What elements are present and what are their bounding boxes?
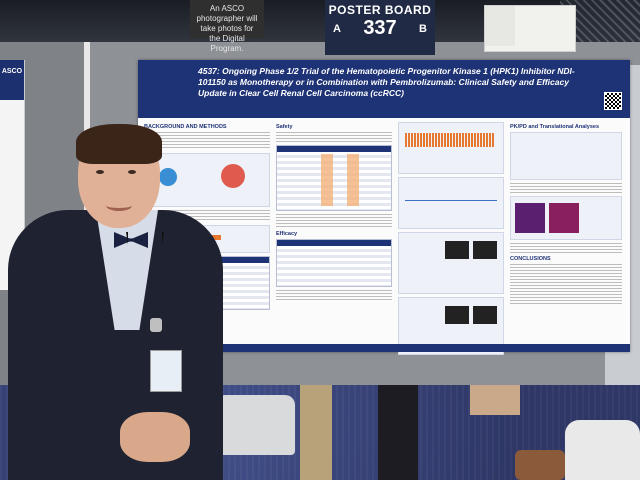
case-study-scans <box>398 232 504 294</box>
background-person-feet <box>470 385 520 415</box>
presenter-eye-right <box>128 170 136 174</box>
spider-plot <box>398 177 504 229</box>
white-chair-right <box>565 420 640 480</box>
ct-scan-3 <box>445 306 469 324</box>
qr-code-icon <box>604 92 622 110</box>
section-efficacy: Efficacy <box>276 231 298 237</box>
tumor-cell-icon <box>221 164 245 188</box>
handbag <box>515 450 565 480</box>
background-person-legs <box>300 385 332 480</box>
white-chair <box>215 395 295 455</box>
cell-icon <box>159 168 177 186</box>
ct-scan-2 <box>473 241 497 259</box>
safety-notes <box>276 214 392 228</box>
efficacy-table-body <box>277 246 391 286</box>
asco-photographer-notice: An ASCO photographer will take photos fo… <box>190 0 264 53</box>
section-safety: Safety <box>276 124 293 130</box>
board-number: 337 <box>363 17 397 39</box>
poster-column-3 <box>398 122 504 355</box>
waterfall-plot <box>398 122 504 174</box>
section-background: BACKGROUND AND METHODS <box>144 124 227 130</box>
safety-text <box>276 132 392 142</box>
efficacy-table-header <box>277 240 391 246</box>
poster-column-4: PK/PD and Translational Analyses CONCLUS… <box>510 122 622 340</box>
section-conclusions: CONCLUSIONS <box>510 256 551 262</box>
efficacy-table <box>276 239 392 287</box>
translational-text <box>510 243 622 253</box>
bow-tie-icon <box>114 232 148 248</box>
efficacy-text <box>276 290 392 302</box>
ihc-image-2 <box>549 203 579 233</box>
ihc-image-1 <box>515 203 545 233</box>
section-pkpd: PK/PD and Translational Analyses <box>510 124 600 130</box>
safety-highlight-col-2 <box>347 154 359 206</box>
top-flyer-panel <box>485 6 515 46</box>
ct-scan-4 <box>473 306 497 324</box>
poster-board-sign: POSTER BOARD A 337 B <box>325 0 435 55</box>
spider-line <box>405 200 497 201</box>
presenter-eye-left <box>96 170 104 174</box>
presenter-hair <box>76 124 162 164</box>
waterfall-bars <box>405 133 495 147</box>
pkpd-text <box>510 183 622 193</box>
translational-images <box>510 196 622 240</box>
conclusions-text <box>510 264 622 304</box>
board-side-a: A <box>333 22 341 35</box>
poster-board-title: POSTER BOARD <box>328 3 432 17</box>
poster-title: 4537: Ongoing Phase 1/2 Trial of the Hem… <box>198 66 575 98</box>
background-text <box>144 132 270 150</box>
safety-highlight-col-1 <box>321 154 333 206</box>
safety-table-header <box>277 146 391 152</box>
presenter-smile <box>106 200 132 211</box>
poster-header: 4537: Ongoing Phase 1/2 Trial of the Hem… <box>138 60 630 118</box>
poster-column-2: Safety Efficacy <box>276 122 392 340</box>
pk-plot <box>510 132 622 180</box>
top-flyer <box>484 5 576 52</box>
poster-footer <box>138 344 630 352</box>
mechanism-figure <box>144 153 270 207</box>
name-badge <box>150 350 182 392</box>
board-side-b: B <box>419 22 427 35</box>
neighbour-poster-logo: ASCO <box>0 60 24 100</box>
safety-table-body <box>277 152 391 210</box>
presenter-hands <box>120 412 190 462</box>
badge-clip <box>150 318 162 332</box>
research-poster: 4537: Ongoing Phase 1/2 Trial of the Hem… <box>138 60 630 355</box>
background-person-legs-dark <box>378 385 418 480</box>
ct-scan-1 <box>445 241 469 259</box>
safety-table <box>276 145 392 211</box>
